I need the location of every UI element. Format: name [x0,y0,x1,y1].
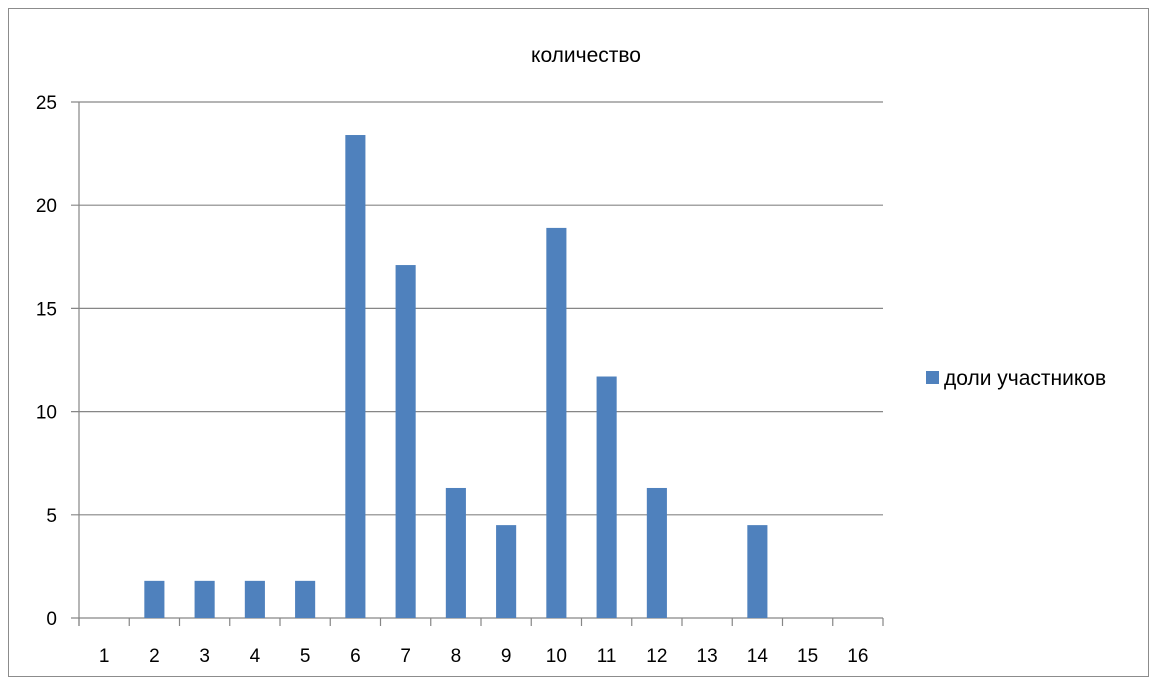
bar [144,580,165,618]
x-tick-label: 5 [300,646,311,667]
chart-frame [8,8,1149,677]
bar [496,525,517,618]
y-tick-label: 20 [36,196,57,217]
x-tick-label: 15 [797,646,818,667]
x-tick-label: 13 [697,646,718,667]
x-tick-label: 1 [99,646,110,667]
bars [144,135,768,619]
bar [747,525,768,618]
x-tick-label: 8 [451,646,462,667]
legend: доли участников [926,367,1106,390]
chart-title: количество [531,44,641,67]
x-tick-label: 12 [646,646,667,667]
y-tick-label: 5 [46,506,57,527]
bar [546,227,567,619]
x-tick-label: 11 [597,646,617,667]
legend-swatch [926,371,939,384]
legend-label: доли участников [944,367,1106,390]
y-tick-label: 15 [36,299,57,320]
bar [395,265,416,618]
bar [445,487,466,618]
y-tick-label: 0 [46,609,57,630]
x-tick-labels: 1 2 3 4 5 6 7 8 9 10 11 12 13 14 15 16 [99,646,869,667]
bar [295,580,316,618]
bar [345,135,366,619]
bar [596,376,617,618]
x-tick-label: 6 [350,646,361,667]
x-tick-label: 4 [250,646,261,667]
bar [244,580,265,618]
bar [646,487,667,618]
y-tick-label: 10 [36,403,57,424]
x-tick-label: 7 [400,646,411,667]
axes [78,102,884,626]
y-tick-labels: 0 5 10 15 20 25 [36,93,57,630]
y-tick-label: 25 [36,93,57,114]
x-tick-label: 3 [199,646,210,667]
x-tick-label: 14 [747,646,769,667]
bar [194,580,215,618]
x-tick-label: 2 [149,646,160,667]
x-tick-label: 10 [546,646,567,667]
x-tick-label: 16 [847,646,868,667]
x-tick-label: 9 [501,646,512,667]
